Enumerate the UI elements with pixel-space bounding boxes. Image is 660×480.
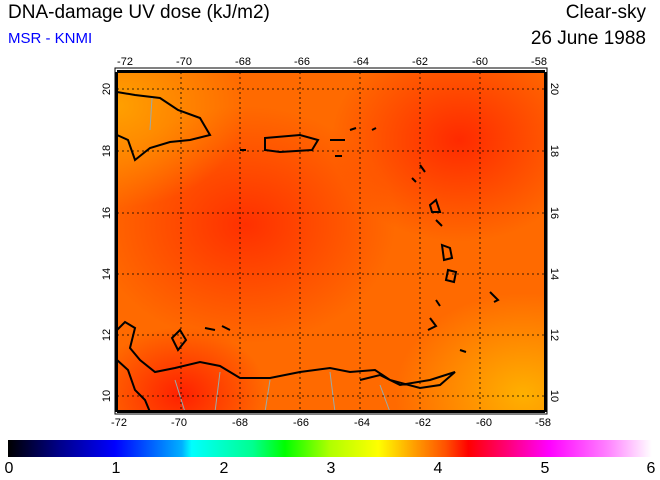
lat-tick: 10 [101,390,113,402]
lon-tick: -60 [476,417,492,429]
dose-field [117,72,545,412]
lat-ticks-right: 20 18 16 14 12 10 [548,83,560,402]
lat-tick: 12 [101,329,113,341]
colorbar-label: 4 [433,460,443,477]
graticule [117,72,545,412]
lon-tick: -68 [235,56,251,68]
lat-tick: 18 [548,145,560,157]
map-title: DNA-damage UV dose (kJ/m2) [8,2,270,23]
condition-label: Clear-sky [565,2,646,23]
lon-tick: -62 [415,417,431,429]
colorbar [8,440,652,457]
colorbar-label: 1 [111,460,121,477]
coastlines [116,91,500,413]
lon-tick: -72 [117,56,133,68]
lon-tick: -66 [294,56,310,68]
lat-tick: 20 [548,83,560,95]
lon-tick: -66 [293,417,309,429]
lon-tick: -72 [111,417,127,429]
date-label: 26 June 1988 [530,28,646,49]
lon-tick: -68 [232,417,248,429]
map-frame [114,67,548,415]
lat-tick: 14 [548,268,560,280]
lon-tick: -70 [176,56,192,68]
colorbar-label: 3 [326,460,336,477]
lon-tick: -58 [535,417,551,429]
lat-tick: 12 [548,329,560,341]
lon-ticks-top: -72 -70 -68 -66 -64 -62 -60 -58 [117,56,547,68]
colorbar-label: 0 [4,460,14,477]
colorbar-label: 2 [219,460,229,477]
lon-tick: -62 [412,56,428,68]
lon-tick: -64 [354,417,370,429]
lat-tick: 20 [101,83,113,95]
lat-tick: 18 [101,145,113,157]
lat-tick: 16 [548,207,560,219]
lon-tick: -60 [472,56,488,68]
lon-tick: -70 [171,417,187,429]
lat-tick: 10 [548,390,560,402]
lat-tick: 16 [101,207,113,219]
lon-ticks-bottom: -72 -70 -68 -66 -64 -62 -60 -58 [111,417,551,429]
colorbar-label: 6 [646,460,656,477]
source-label: MSR - KNMI [8,30,93,47]
lon-tick: -64 [353,56,369,68]
colorbar-label: 5 [540,460,550,477]
lon-tick: -58 [531,56,547,68]
lat-tick: 14 [101,268,113,280]
lat-ticks-left: 20 18 16 14 12 10 [101,83,113,402]
